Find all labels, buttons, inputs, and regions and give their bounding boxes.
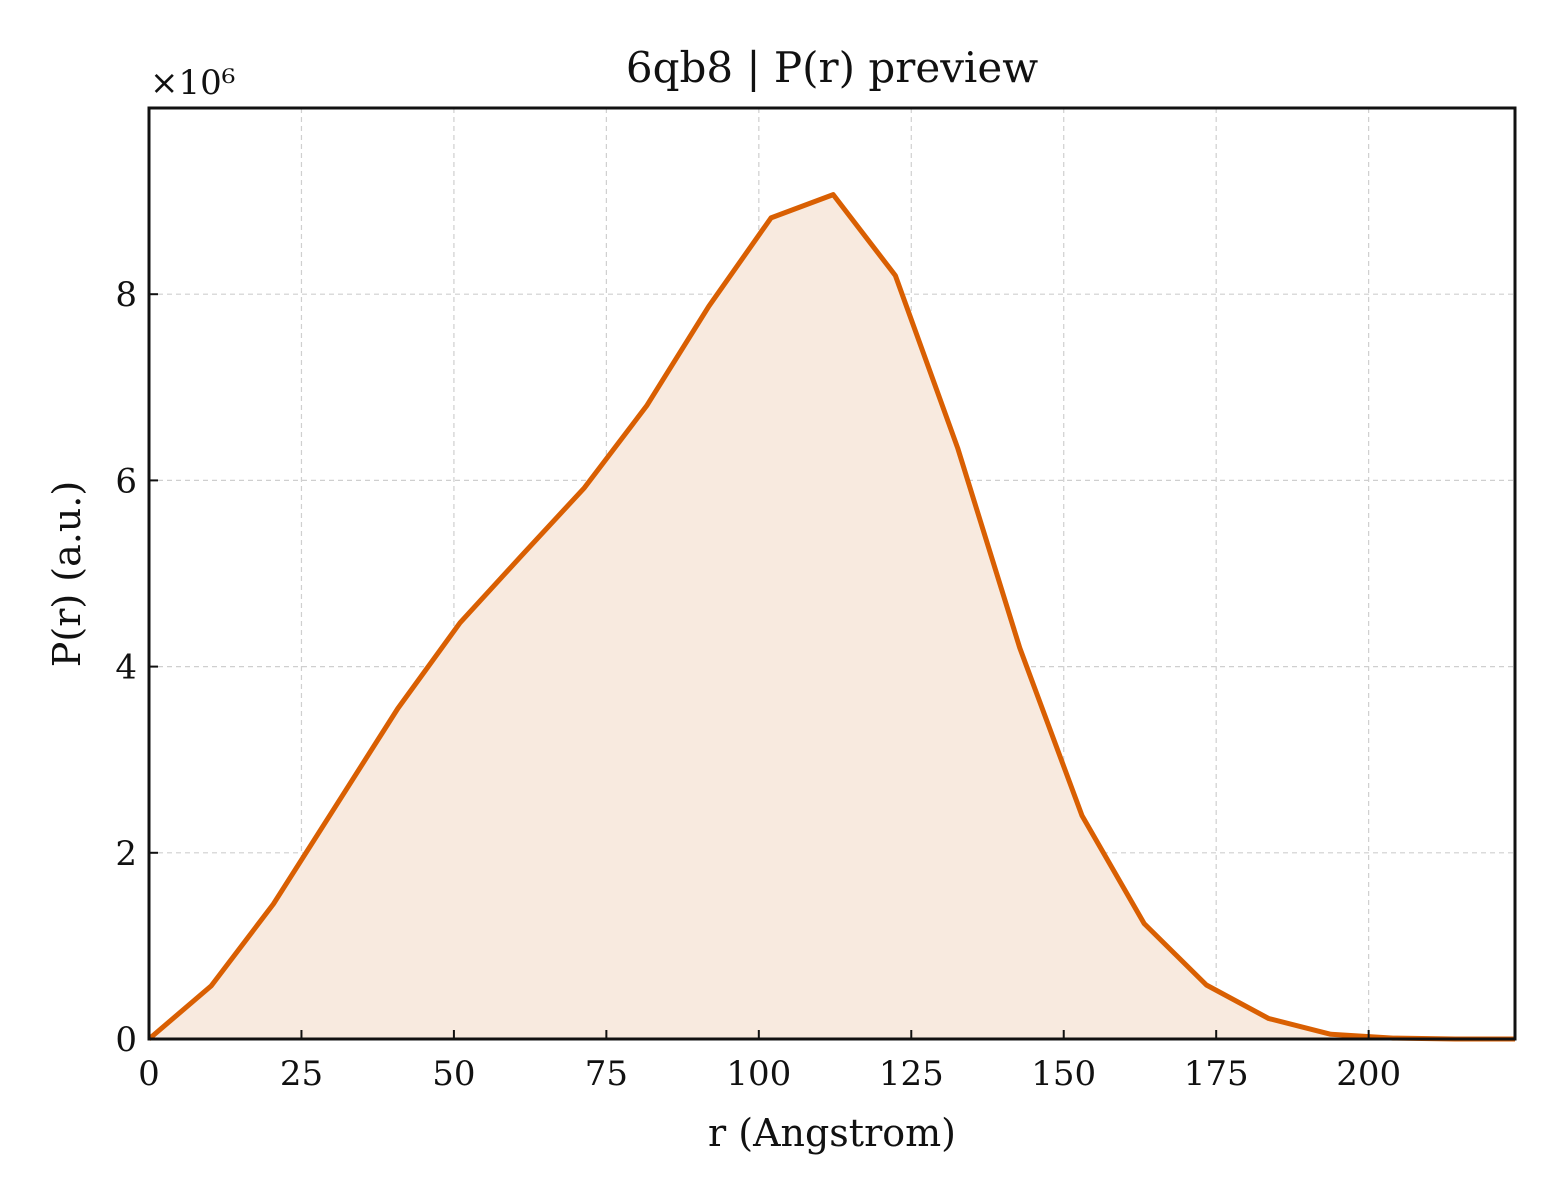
x-tick-label: 50 xyxy=(432,1054,475,1094)
plot-frame xyxy=(147,106,1517,1041)
y-tick-label: 8 xyxy=(115,275,137,315)
y-tick-label: 6 xyxy=(115,461,137,501)
chart-title: 6qb8 | P(r) preview xyxy=(626,43,1038,92)
x-tick-label: 150 xyxy=(1031,1054,1096,1094)
series-line xyxy=(147,192,1515,1042)
y-axis-title: P(r) (a.u.) xyxy=(45,481,89,667)
y-tick-label: 4 xyxy=(115,648,137,688)
x-tick-label: 200 xyxy=(1336,1054,1401,1094)
y-multiplier-label: ×10⁶ xyxy=(150,63,235,103)
x-tick-label: 0 xyxy=(138,1054,160,1094)
y-tick-label: 0 xyxy=(115,1020,137,1060)
x-tick-label: 125 xyxy=(879,1054,944,1094)
axis-ticks: 0 25 50 75 100 125 150 175 200 0 2 4 6 8 xyxy=(115,275,1401,1094)
x-tick-label: 25 xyxy=(280,1054,323,1094)
x-axis-title: r (Angstrom) xyxy=(708,1111,956,1155)
area-fill xyxy=(149,194,1515,1040)
x-tick-label: 75 xyxy=(585,1054,628,1094)
x-tick-label: 175 xyxy=(1184,1054,1249,1094)
y-tick-label: 2 xyxy=(115,834,137,874)
x-tick-label: 100 xyxy=(726,1054,791,1094)
